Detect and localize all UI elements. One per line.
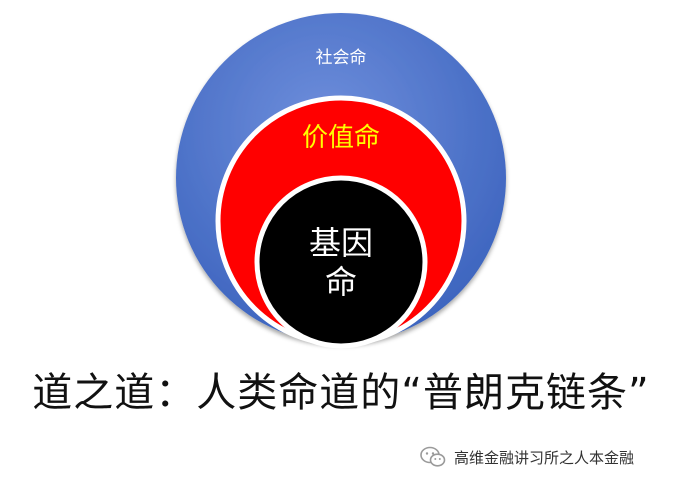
middle-circle-label: 价值命	[302, 123, 380, 153]
inner-circle-gene	[254, 175, 428, 349]
nested-circles-diagram: 社会命 价值命 基因 命	[176, 13, 506, 349]
outer-circle-label: 社会命	[316, 48, 367, 68]
inner-circle-label-line2: 命	[325, 263, 357, 301]
diagram-caption: 道之道：人类命道的“普朗克链条”	[32, 370, 650, 416]
inner-circle-label-line1: 基因	[309, 224, 373, 262]
watermark: 高维金融讲习所之人本金融	[420, 446, 634, 468]
watermark-text: 高维金融讲习所之人本金融	[454, 448, 635, 467]
wechat-icon	[420, 446, 446, 468]
